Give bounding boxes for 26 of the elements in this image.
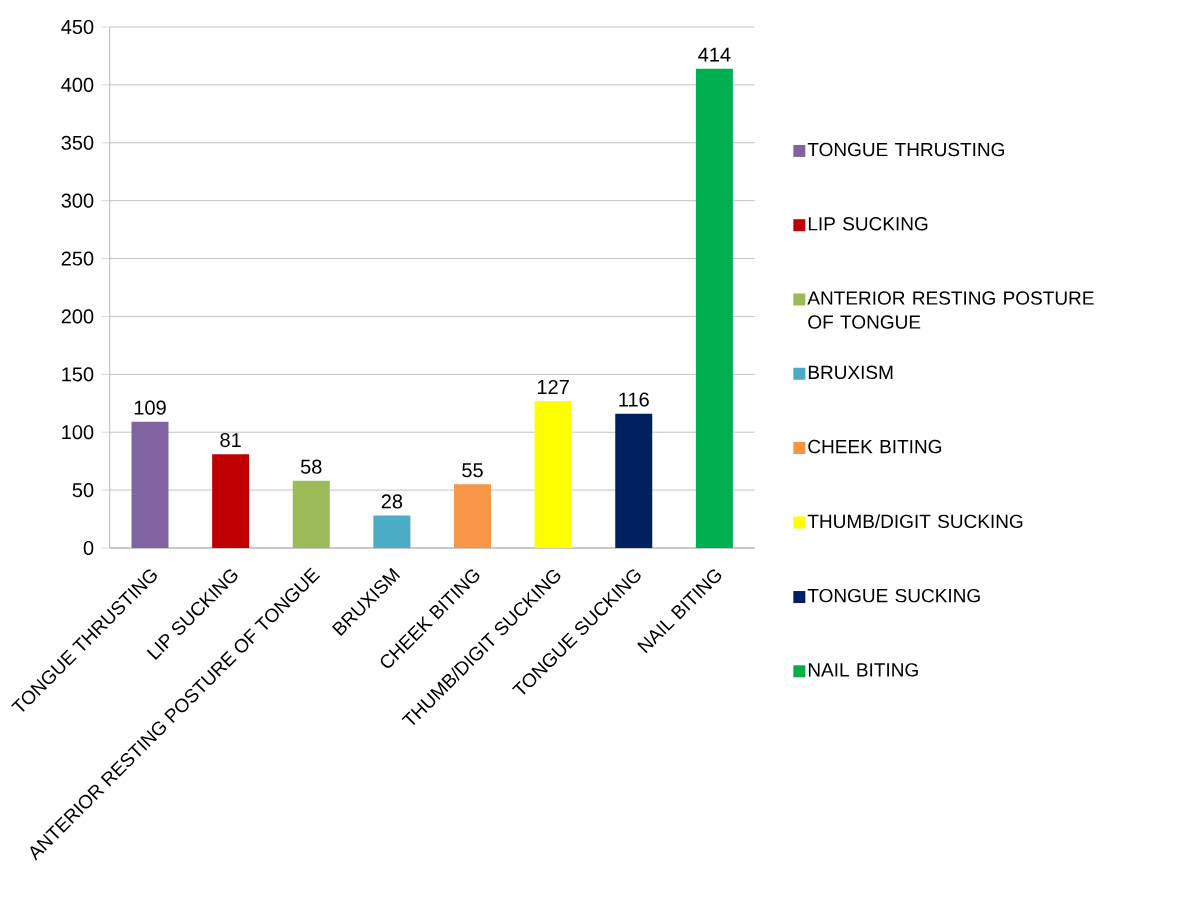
data-label: 55 — [462, 463, 483, 478]
data-label: 58 — [300, 459, 322, 474]
legend-label: BRUXISM — [808, 365, 893, 380]
y-tick-label: 50 — [72, 483, 94, 498]
data-label: 28 — [381, 494, 403, 509]
y-tick-label: 450 — [61, 19, 94, 35]
y-tick-label: 200 — [61, 309, 94, 324]
y-tick-label: 350 — [61, 135, 94, 150]
legend-label: TONGUE THRUSTING — [807, 142, 1005, 157]
y-tick-label: 0 — [83, 540, 94, 556]
data-label: 81 — [220, 432, 241, 448]
data-label: 127 — [537, 379, 569, 394]
y-tick-label: 300 — [61, 193, 94, 208]
legend-label: LIP SUCKING — [808, 217, 928, 231]
data-label: 116 — [619, 392, 649, 407]
y-tick-label: 250 — [61, 251, 94, 266]
data-label: 109 — [134, 400, 166, 415]
legend-label: ANTERIOR RESTING POSTURE OF TONGUE — [807, 291, 1094, 329]
legend-label: TONGUE SUCKING — [807, 588, 980, 603]
data-label: 414 — [698, 47, 731, 62]
y-tick-label: 100 — [62, 425, 94, 440]
legend-label: THUMB/DIGIT SUCKING — [807, 514, 1023, 529]
y-tick-label: 150 — [62, 367, 94, 382]
legend-label: CHEEK BITING — [808, 439, 942, 454]
legend-label: NAIL BITING — [808, 663, 918, 677]
y-tick-label: 400 — [61, 77, 94, 92]
